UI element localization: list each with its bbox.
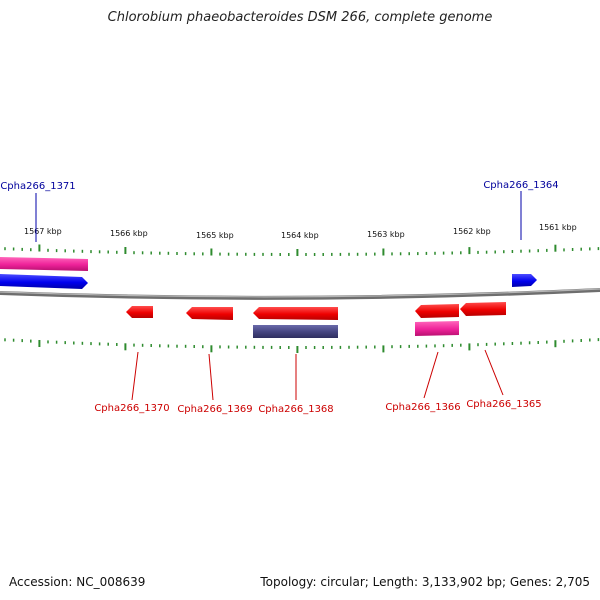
- label-Cpha266_1365: Cpha266_1365: [466, 399, 541, 410]
- reverse-features: [126, 302, 506, 338]
- label-connectors: [35, 191, 522, 401]
- pink-feature-reverse: [415, 321, 459, 336]
- label-Cpha266_1368: Cpha266_1368: [258, 404, 333, 415]
- forward-features: [0, 257, 537, 289]
- gene-Cpha266_1364: [512, 274, 537, 287]
- scale-labels: 1567 kbp 1566 kbp 1565 kbp 1564 kbp 1563…: [24, 223, 577, 240]
- gene-Cpha266_1371: [0, 274, 88, 289]
- accession-label: Accession: NC_008639: [9, 575, 146, 589]
- scale-label-1566: 1566 kbp: [110, 229, 148, 238]
- genome-backbone: [0, 288, 600, 300]
- gene-Cpha266_1368: [253, 307, 338, 320]
- scale-label-1562: 1562 kbp: [453, 227, 491, 236]
- gene-Cpha266_1366: [415, 304, 459, 318]
- scale-label-1563: 1563 kbp: [367, 230, 405, 239]
- gene-Cpha266_1369: [186, 307, 233, 320]
- label-Cpha266_1371: Cpha266_1371: [0, 181, 75, 192]
- connector-Cpha266_1370: [131, 351, 139, 401]
- scale-label-1561: 1561 kbp: [539, 223, 577, 232]
- page-title: Chlorobium phaeobacteroides DSM 266, com…: [107, 10, 493, 25]
- label-Cpha266_1370: Cpha266_1370: [94, 403, 169, 414]
- forward-tick-row: [4, 244, 600, 256]
- reverse-tick-row: [4, 338, 600, 353]
- connector-Cpha266_1369: [208, 353, 214, 401]
- gene-Cpha266_1370: [126, 306, 153, 318]
- label-Cpha266_1369: Cpha266_1369: [177, 404, 252, 415]
- scale-label-1565: 1565 kbp: [196, 231, 234, 240]
- label-Cpha266_1366: Cpha266_1366: [385, 402, 460, 413]
- connector-Cpha266_1365: [484, 349, 504, 396]
- pink-feature-forward: [0, 257, 88, 271]
- purple-feature-reverse: [253, 325, 338, 338]
- scale-label-1564: 1564 kbp: [281, 231, 319, 240]
- scale-label-1567: 1567 kbp: [24, 227, 62, 236]
- connector-Cpha266_1366: [423, 351, 439, 399]
- genome-summary: Topology: circular; Length: 3,133,902 bp…: [260, 575, 590, 589]
- gene-Cpha266_1365: [460, 302, 506, 316]
- label-Cpha266_1364: Cpha266_1364: [483, 180, 558, 191]
